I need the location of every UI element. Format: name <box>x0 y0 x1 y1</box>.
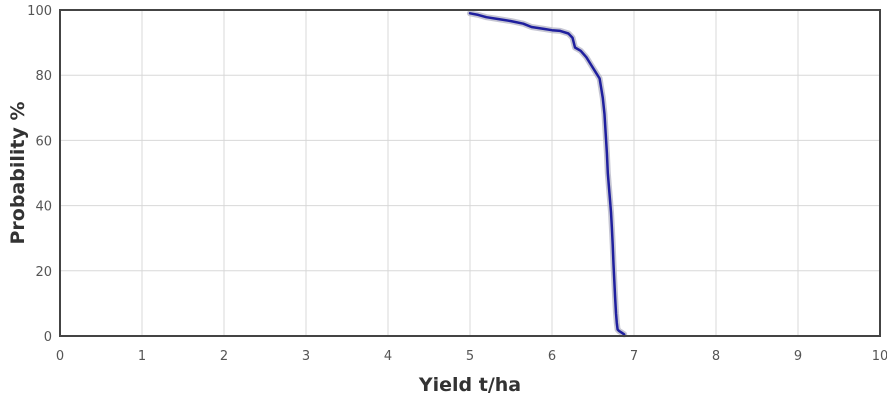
grid <box>59 9 881 337</box>
x-tick-label: 8 <box>712 349 720 364</box>
plot-frame <box>59 9 881 337</box>
y-tick-label: 60 <box>35 134 52 149</box>
y-tick-labels: 0 20 40 60 80 100 <box>27 4 52 345</box>
series-line <box>468 12 626 336</box>
x-tick-labels: 0 1 2 3 4 5 6 7 8 9 10 <box>56 349 887 364</box>
confidence-band <box>467 10 628 338</box>
y-tick-label: 80 <box>35 69 52 84</box>
x-tick-label: 7 <box>630 349 638 364</box>
x-tick-label: 5 <box>466 349 474 364</box>
x-tick-label: 3 <box>302 349 310 364</box>
series-band <box>467 10 628 338</box>
x-axis-title: Yield t/ha <box>418 374 521 396</box>
x-tick-label: 4 <box>384 349 392 364</box>
y-axis-title: Probability % <box>7 101 29 244</box>
y-tick-label: 20 <box>35 265 52 280</box>
x-tick-label: 2 <box>220 349 228 364</box>
x-tick-label: 1 <box>138 349 146 364</box>
y-tick-label: 0 <box>44 330 52 345</box>
x-tick-label: 0 <box>56 349 64 364</box>
series-line-group <box>468 12 626 336</box>
x-tick-label: 9 <box>794 349 802 364</box>
y-tick-label: 100 <box>27 4 52 19</box>
y-tick-label: 40 <box>35 200 52 215</box>
x-tick-label: 6 <box>548 349 556 364</box>
x-tick-label: 10 <box>872 349 887 364</box>
